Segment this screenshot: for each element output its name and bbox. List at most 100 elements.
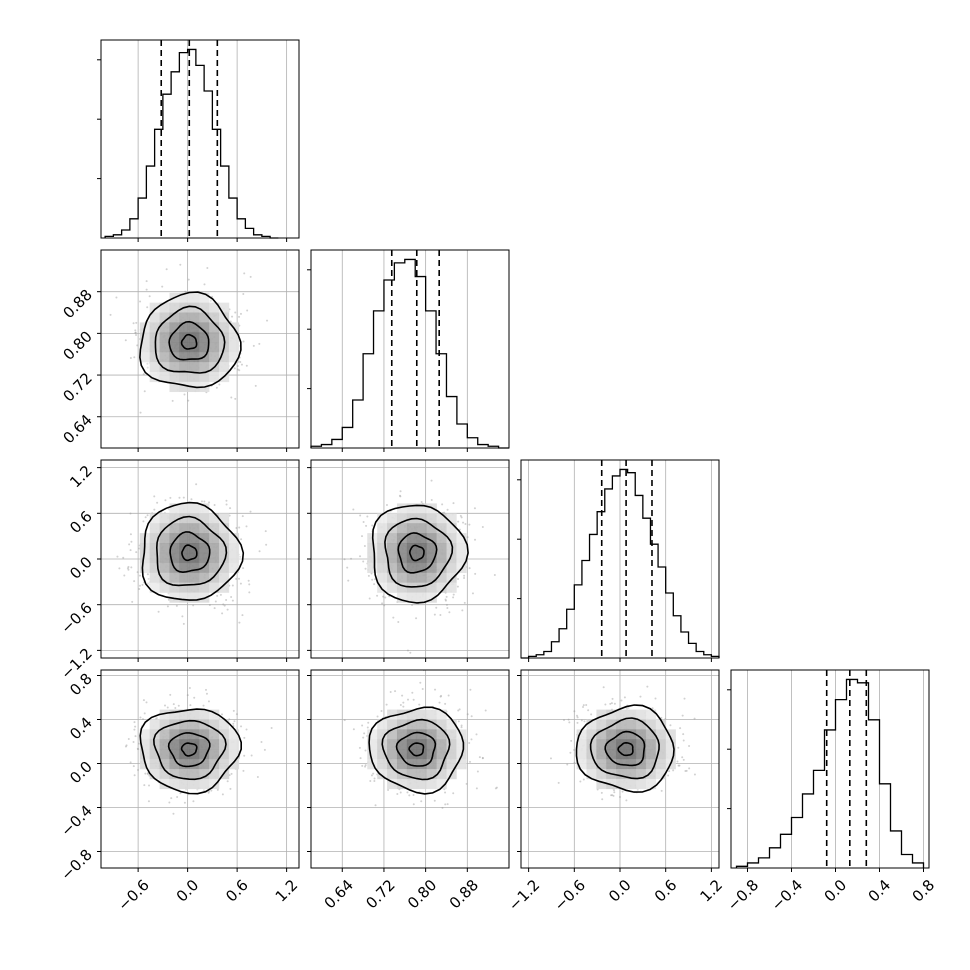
density-cell — [199, 709, 210, 720]
density-cell — [655, 759, 666, 770]
y-tick-label: 0.0 — [66, 758, 96, 788]
scatter-point — [383, 604, 386, 607]
density-cell — [596, 778, 607, 790]
scatter-point — [123, 574, 126, 577]
density-cell — [209, 769, 220, 780]
density-cell — [209, 778, 220, 790]
density-cell — [209, 739, 220, 750]
density-cell — [199, 739, 210, 750]
scatter-point — [452, 502, 455, 505]
density-cell — [436, 543, 447, 554]
density-cell — [179, 778, 190, 790]
scatter-point — [668, 770, 671, 773]
density-cell — [159, 312, 170, 323]
scatter-point — [143, 712, 146, 715]
scatter-point — [142, 718, 145, 721]
density-cell — [406, 572, 418, 583]
density-cell — [576, 749, 587, 760]
density-cell — [179, 592, 190, 603]
density-cell — [367, 759, 378, 770]
density-cell — [456, 759, 467, 770]
density-cell — [159, 739, 170, 750]
density-cell — [426, 739, 437, 750]
density-cell — [139, 749, 150, 760]
density-cell — [436, 523, 447, 534]
scatter-point — [213, 607, 216, 610]
density-cell — [228, 342, 240, 353]
scatter-point — [441, 503, 444, 506]
scatter-point — [439, 613, 442, 616]
scatter-point — [207, 700, 210, 703]
scatter-point — [481, 757, 484, 760]
density-cell — [209, 523, 220, 534]
density-cell — [209, 709, 220, 720]
scatter-point — [145, 280, 148, 283]
density-cell — [199, 292, 210, 303]
density-cell — [446, 523, 457, 534]
density-cell — [446, 582, 457, 593]
scatter-point — [213, 503, 216, 506]
scatter-point — [569, 751, 572, 754]
scatter-point — [623, 696, 626, 699]
scatter-point — [245, 525, 248, 528]
density-cell — [367, 729, 378, 740]
scatter-point — [211, 295, 214, 298]
density-cell — [179, 769, 190, 780]
scatter-point — [250, 754, 253, 757]
scatter-point — [234, 397, 237, 400]
scatter-point — [208, 603, 211, 606]
density-cell — [169, 381, 180, 393]
scatter-point — [242, 567, 245, 570]
density-cell — [169, 729, 180, 740]
density-cell — [645, 778, 657, 790]
scatter-point — [363, 545, 366, 548]
scatter-point — [231, 599, 234, 602]
density-cell — [387, 729, 398, 740]
scatter-point — [446, 803, 449, 806]
scatter-point — [138, 588, 141, 591]
scatter-point — [248, 591, 251, 594]
density-cell — [209, 719, 220, 730]
y-tick-label: 0.80 — [59, 327, 95, 363]
scatter-point — [176, 796, 179, 799]
x-tick-label: 0.8 — [909, 876, 939, 906]
histogram-step — [104, 48, 279, 239]
scatter-point — [363, 732, 366, 735]
scatter-point — [418, 703, 421, 706]
scatter-point — [245, 364, 248, 367]
density-cell — [436, 719, 447, 730]
density-cell — [596, 739, 607, 750]
density-cell — [377, 562, 388, 574]
density-cell — [159, 543, 170, 554]
scatter-point — [392, 616, 395, 619]
scatter-point — [226, 780, 229, 783]
density-cell — [446, 739, 457, 750]
scatter-point — [225, 499, 228, 502]
density-cell — [189, 292, 200, 303]
density-cell — [367, 543, 378, 554]
density-cell — [179, 362, 190, 373]
scatter-point — [240, 725, 243, 728]
density-cell — [169, 709, 180, 720]
density-cell — [416, 769, 427, 780]
scatter-point — [567, 718, 570, 721]
scatter-point — [260, 740, 263, 743]
density-cell — [436, 572, 447, 583]
y-tick-label: 1.2 — [66, 462, 96, 492]
scatter-point — [145, 288, 148, 291]
density-cell — [218, 352, 230, 363]
scatter-point — [459, 514, 462, 517]
scatter-point — [139, 300, 142, 303]
density-cell — [218, 572, 230, 583]
scatter-point — [135, 551, 138, 554]
density-cell — [169, 302, 180, 313]
scatter-point — [463, 574, 466, 577]
scatter-point — [471, 592, 474, 595]
density-cell — [426, 769, 437, 780]
density-cell — [169, 778, 180, 790]
density-cell — [436, 778, 447, 790]
density-cell — [179, 292, 190, 303]
scatter-point — [613, 789, 616, 792]
density-cell — [655, 769, 666, 780]
scatter-point — [148, 784, 151, 787]
